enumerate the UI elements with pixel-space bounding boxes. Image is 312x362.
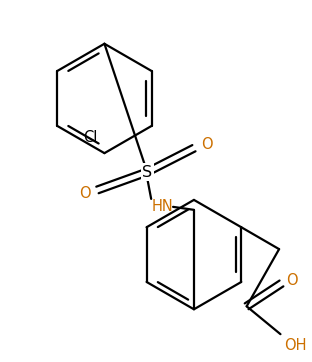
Text: O: O [201,137,212,152]
Text: OH: OH [285,338,307,353]
Text: HN: HN [151,199,173,214]
Text: O: O [79,186,90,201]
Text: O: O [286,273,298,288]
Text: S: S [142,165,152,180]
Text: Cl: Cl [83,130,98,145]
